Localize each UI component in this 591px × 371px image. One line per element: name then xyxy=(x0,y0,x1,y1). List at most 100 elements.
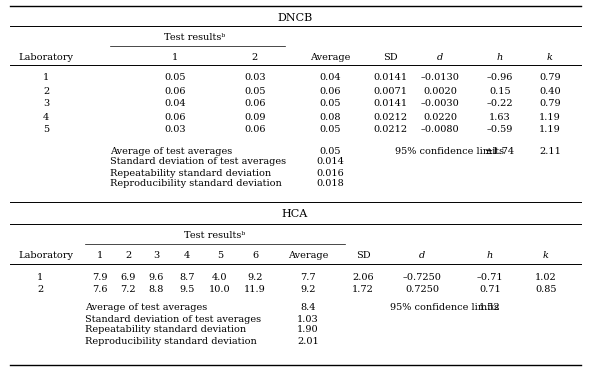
Text: 0.0141: 0.0141 xyxy=(373,73,407,82)
Text: k: k xyxy=(547,53,553,62)
Text: 0.018: 0.018 xyxy=(316,180,344,188)
Text: –0.0130: –0.0130 xyxy=(421,73,459,82)
Text: 0.05: 0.05 xyxy=(319,125,341,135)
Text: 9.2: 9.2 xyxy=(300,286,316,295)
Text: 6: 6 xyxy=(252,252,258,260)
Text: 10.0: 10.0 xyxy=(209,286,231,295)
Text: Test resultsᵇ: Test resultsᵇ xyxy=(184,232,246,240)
Text: k: k xyxy=(543,252,549,260)
Text: 0.05: 0.05 xyxy=(319,147,341,155)
Text: 0.04: 0.04 xyxy=(319,73,341,82)
Text: 0.85: 0.85 xyxy=(535,286,557,295)
Text: 8.4: 8.4 xyxy=(300,303,316,312)
Text: Repeatability standard deviation: Repeatability standard deviation xyxy=(85,325,246,335)
Text: 2: 2 xyxy=(252,53,258,62)
Text: 5: 5 xyxy=(217,252,223,260)
Text: 1: 1 xyxy=(37,273,43,282)
Text: Repeatability standard deviation: Repeatability standard deviation xyxy=(110,168,271,177)
Text: 0.06: 0.06 xyxy=(244,125,266,135)
Text: Average of test averages: Average of test averages xyxy=(85,303,207,312)
Text: h: h xyxy=(487,252,493,260)
Text: DNCB: DNCB xyxy=(277,13,313,23)
Text: 11.9: 11.9 xyxy=(244,286,266,295)
Text: 2.01: 2.01 xyxy=(297,336,319,345)
Text: –0.71: –0.71 xyxy=(477,273,504,282)
Text: 9.5: 9.5 xyxy=(179,286,194,295)
Text: 2.11: 2.11 xyxy=(539,147,561,155)
Text: 4: 4 xyxy=(43,112,49,121)
Text: 0.40: 0.40 xyxy=(539,86,561,95)
Text: 1: 1 xyxy=(97,252,103,260)
Text: 5: 5 xyxy=(43,125,49,135)
Text: HCA: HCA xyxy=(282,209,308,219)
Text: –0.7250: –0.7250 xyxy=(402,273,441,282)
Text: 0.05: 0.05 xyxy=(244,86,266,95)
Text: 0.0071: 0.0071 xyxy=(373,86,407,95)
Text: 0.06: 0.06 xyxy=(319,86,341,95)
Text: 1.19: 1.19 xyxy=(539,112,561,121)
Text: 6.9: 6.9 xyxy=(121,273,136,282)
Text: 3: 3 xyxy=(153,252,159,260)
Text: 0.79: 0.79 xyxy=(539,73,561,82)
Text: 1.02: 1.02 xyxy=(535,273,557,282)
Text: 0.0141: 0.0141 xyxy=(373,99,407,108)
Text: 95% confidence limits: 95% confidence limits xyxy=(390,303,499,312)
Text: 0.09: 0.09 xyxy=(244,112,266,121)
Text: 0.08: 0.08 xyxy=(319,112,341,121)
Text: Reproducibility standard deviation: Reproducibility standard deviation xyxy=(110,180,282,188)
Text: 0.0212: 0.0212 xyxy=(373,125,407,135)
Text: 0.0220: 0.0220 xyxy=(423,112,457,121)
Text: 1.03: 1.03 xyxy=(297,315,319,324)
Text: ±1.74: ±1.74 xyxy=(485,147,515,155)
Text: 2: 2 xyxy=(37,286,43,295)
Text: 0.06: 0.06 xyxy=(244,99,266,108)
Text: Laboratory: Laboratory xyxy=(18,53,73,62)
Text: 0.04: 0.04 xyxy=(164,99,186,108)
Text: 2.06: 2.06 xyxy=(352,273,374,282)
Text: 0.06: 0.06 xyxy=(164,112,186,121)
Text: 8.8: 8.8 xyxy=(148,286,164,295)
Text: Average: Average xyxy=(310,53,350,62)
Text: Standard deviation of test averages: Standard deviation of test averages xyxy=(110,158,286,167)
Text: 0.05: 0.05 xyxy=(319,99,341,108)
Text: 1.52: 1.52 xyxy=(479,303,501,312)
Text: SD: SD xyxy=(356,252,371,260)
Text: 0.79: 0.79 xyxy=(539,99,561,108)
Text: Average of test averages: Average of test averages xyxy=(110,147,232,155)
Text: –0.0030: –0.0030 xyxy=(421,99,459,108)
Text: 95% confidence limits: 95% confidence limits xyxy=(395,147,504,155)
Text: 1: 1 xyxy=(172,53,178,62)
Text: SD: SD xyxy=(383,53,397,62)
Text: Laboratory: Laboratory xyxy=(18,252,73,260)
Text: 0.0212: 0.0212 xyxy=(373,112,407,121)
Text: 1.63: 1.63 xyxy=(489,112,511,121)
Text: d: d xyxy=(437,53,443,62)
Text: 7.7: 7.7 xyxy=(300,273,316,282)
Text: 0.014: 0.014 xyxy=(316,158,344,167)
Text: 0.03: 0.03 xyxy=(164,125,186,135)
Text: 3: 3 xyxy=(43,99,49,108)
Text: 0.06: 0.06 xyxy=(164,86,186,95)
Text: 8.7: 8.7 xyxy=(179,273,195,282)
Text: 7.6: 7.6 xyxy=(92,286,108,295)
Text: –0.0080: –0.0080 xyxy=(421,125,459,135)
Text: 1.19: 1.19 xyxy=(539,125,561,135)
Text: 4.0: 4.0 xyxy=(212,273,228,282)
Text: d: d xyxy=(419,252,425,260)
Text: 0.03: 0.03 xyxy=(244,73,266,82)
Text: 0.05: 0.05 xyxy=(164,73,186,82)
Text: Standard deviation of test averages: Standard deviation of test averages xyxy=(85,315,261,324)
Text: 0.15: 0.15 xyxy=(489,86,511,95)
Text: 9.2: 9.2 xyxy=(247,273,263,282)
Text: 0.0020: 0.0020 xyxy=(423,86,457,95)
Text: 0.71: 0.71 xyxy=(479,286,501,295)
Text: 9.6: 9.6 xyxy=(148,273,164,282)
Text: 4: 4 xyxy=(184,252,190,260)
Text: Average: Average xyxy=(288,252,328,260)
Text: 2: 2 xyxy=(125,252,131,260)
Text: –0.22: –0.22 xyxy=(486,99,514,108)
Text: h: h xyxy=(497,53,503,62)
Text: 0.016: 0.016 xyxy=(316,168,344,177)
Text: 1.72: 1.72 xyxy=(352,286,374,295)
Text: 7.9: 7.9 xyxy=(92,273,108,282)
